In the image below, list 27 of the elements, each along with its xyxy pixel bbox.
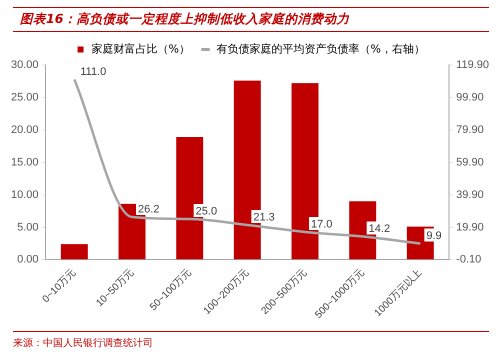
data-label: 17.0	[311, 218, 332, 230]
data-label: 21.3	[253, 212, 275, 224]
y-tick-label: 30.00	[10, 59, 39, 72]
y2-tick-label: 99.90	[456, 91, 484, 104]
y-tick-label: 20.00	[10, 124, 39, 136]
legend-label: 家庭财富占比（%）	[92, 42, 190, 56]
data-label: 9.9	[426, 230, 442, 242]
source-note: 来源：中国人民银行调查统计司	[13, 331, 489, 350]
y-tick-label: 0.00	[17, 254, 39, 266]
y2-tick-label: 19.90	[456, 221, 484, 234]
y-tick-label: 10.00	[10, 188, 39, 201]
data-label: 111.0	[80, 66, 106, 78]
y2-tick-label: 119.90	[456, 59, 489, 72]
y-tick-label: 25.00	[10, 91, 39, 104]
y2-tick-label: 79.90	[456, 124, 484, 136]
data-label: 26.2	[138, 204, 160, 216]
y2-tick-label: 39.90	[456, 188, 484, 201]
line-series	[73, 78, 422, 245]
y-tick-label: 15.00	[10, 156, 39, 168]
data-label: 25.0	[196, 206, 218, 218]
y-tick-label: 5.00	[17, 221, 39, 234]
y2-tick-label: 59.90	[456, 156, 484, 168]
y2-tick-label: -0.10	[456, 254, 482, 266]
chart-title: 图表16：高负债或一定程度上抑制低收入家庭的消费动力	[13, 7, 489, 32]
bar	[60, 244, 88, 260]
data-label: 14.2	[368, 223, 390, 236]
legend-label: 有负债家庭的平均资产负债率（%，右轴）	[216, 42, 425, 56]
